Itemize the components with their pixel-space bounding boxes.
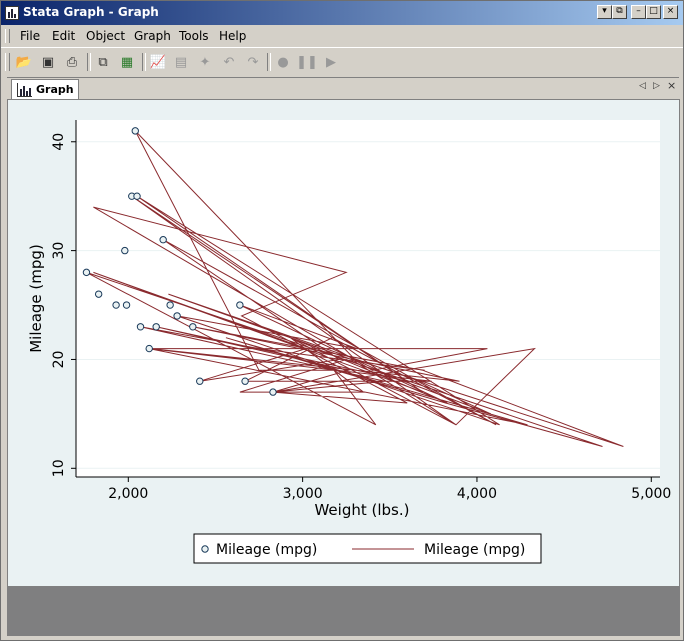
mileage-marker <box>196 377 204 385</box>
copy-icon[interactable]: ⧉ <box>98 54 108 70</box>
x-tick-label: 5,000 <box>631 486 671 502</box>
mileage-marker <box>94 290 103 298</box>
graph-tab-icon <box>17 83 32 97</box>
mileage-marker <box>122 301 131 309</box>
document-tab-bar: Graph ◁ ▷ × <box>7 77 679 100</box>
mileage-marker <box>152 323 160 331</box>
x-tick-label: 4,000 <box>457 486 497 502</box>
tab-close-icon[interactable]: × <box>667 79 677 92</box>
menu-bar: File Edit Object Graph Tools Help <box>1 26 683 46</box>
toolbar: 📂 ▣ ⎙ ⧉ ▦ 📈 ▤ ✦ ↶ ↷ ● ❚❚ ▶ <box>1 47 683 76</box>
mileage-marker <box>136 323 145 331</box>
play-icon[interactable]: ▶ <box>326 54 336 70</box>
open-icon[interactable]: 📂 <box>15 54 33 70</box>
mileage-marker <box>131 127 139 135</box>
mileage-marker <box>173 312 181 320</box>
mileage-marker <box>241 377 249 385</box>
menu-help[interactable]: Help <box>219 29 247 43</box>
record-icon[interactable]: ● <box>277 54 289 70</box>
pointer-icon[interactable]: ✦ <box>199 54 211 70</box>
menu-file[interactable]: File <box>20 29 41 43</box>
mileage-marker <box>236 301 244 309</box>
menu-graph[interactable]: Graph <box>134 29 171 43</box>
properties-icon[interactable]: ▤ <box>174 54 188 70</box>
y-tick-label: 40 <box>51 133 67 151</box>
scatter-chart: 10 20 30 40 2,000 3,000 4,000 5,000 Weight (lbs.… <box>27 120 671 564</box>
minimize-button[interactable]: – <box>631 5 646 19</box>
toolbar-grip <box>5 53 10 71</box>
maximize-button[interactable]: □ <box>646 5 661 19</box>
print-icon[interactable]: ⎙ <box>66 54 78 70</box>
graph-editor-icon[interactable]: 📈 <box>149 54 167 70</box>
redo-icon[interactable]: ↷ <box>247 54 259 70</box>
mileage-marker <box>189 323 197 331</box>
menu-object[interactable]: Object <box>86 29 126 43</box>
window-title: Stata Graph - Graph <box>23 5 159 19</box>
close-button[interactable]: × <box>663 5 678 19</box>
toolbar-separator <box>87 53 91 71</box>
mileage-marker <box>133 192 141 200</box>
legend-label-line: Mileage (mpg) <box>424 542 525 558</box>
tab-scroll-left-icon[interactable]: ◁ <box>639 81 646 91</box>
copy-graph-icon[interactable]: ▦ <box>120 54 134 70</box>
legend-label-marker: Mileage (mpg) <box>216 542 317 558</box>
legend-marker-symbol <box>201 545 209 553</box>
menu-tools[interactable]: Tools <box>179 29 209 43</box>
mileage-line-series <box>86 130 624 447</box>
menu-edit[interactable]: Edit <box>52 29 76 43</box>
mileage-marker <box>112 301 120 309</box>
mileage-marker <box>166 301 174 309</box>
undo-icon[interactable]: ↶ <box>223 54 235 70</box>
mileage-marker <box>269 388 277 396</box>
system-menu-button[interactable]: ▾ <box>597 5 612 19</box>
tab-graph-label: Graph <box>36 83 74 96</box>
mileage-marker <box>145 344 153 353</box>
tab-graph[interactable]: Graph <box>11 79 79 100</box>
y-axis-title: Mileage (mpg) <box>27 244 45 353</box>
mileage-marker <box>159 236 167 244</box>
y-tick-label: 20 <box>51 351 67 369</box>
y-tick-label: 10 <box>51 459 67 477</box>
restore-button[interactable]: ⧉ <box>612 5 627 19</box>
y-tick-label: 30 <box>51 242 67 260</box>
graph-area: 10 20 30 40 2,000 3,000 4,000 5,000 Weight (lbs.… <box>7 99 680 587</box>
tab-scroll-right-icon[interactable]: ▷ <box>653 81 660 91</box>
pause-icon[interactable]: ❚❚ <box>296 54 318 70</box>
app-icon <box>5 6 19 20</box>
toolbar-separator <box>267 53 271 71</box>
mileage-marker <box>82 268 91 277</box>
x-tick-label: 3,000 <box>283 486 323 502</box>
plot-region <box>76 120 660 477</box>
x-tick-label: 2,000 <box>108 486 148 502</box>
toolbar-separator <box>142 53 146 71</box>
x-axis-title: Weight (lbs.) <box>314 501 409 519</box>
save-icon[interactable]: ▣ <box>41 54 55 70</box>
title-bar[interactable]: Stata Graph - Graph ▾ ⧉ – □ × <box>1 1 683 25</box>
status-area <box>7 587 680 636</box>
menu-grip <box>5 29 10 43</box>
mileage-marker <box>121 246 129 255</box>
